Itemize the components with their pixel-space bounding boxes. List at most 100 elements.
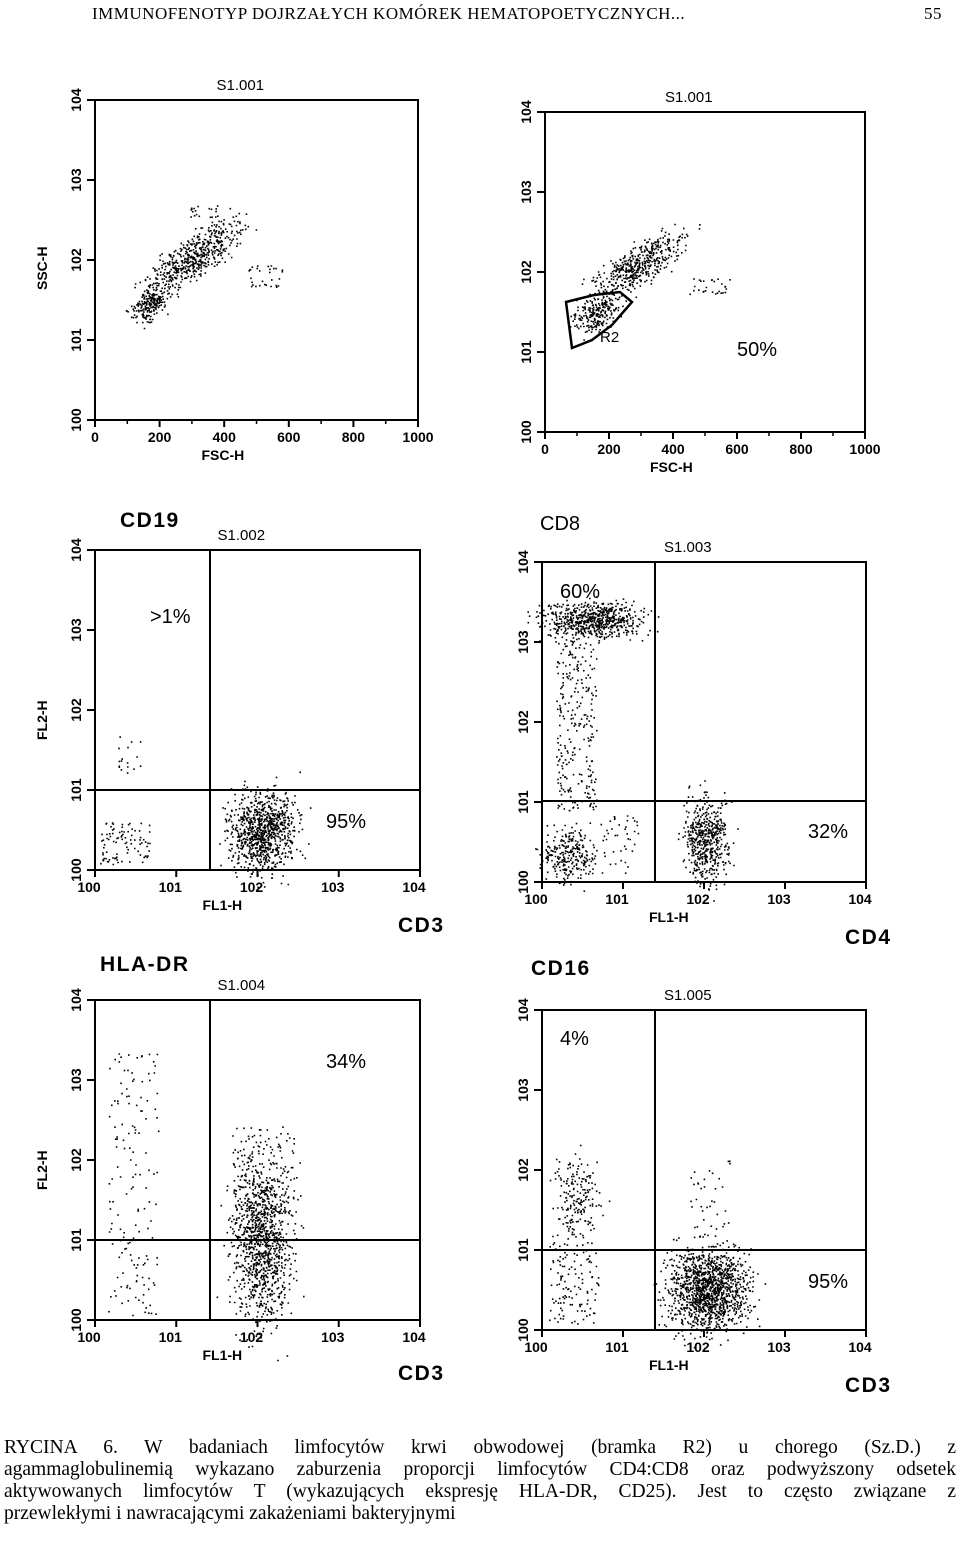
- x-tick-label: 100: [77, 879, 101, 895]
- x-tick-label: 1000: [849, 441, 880, 457]
- caption-line: przewlekłymi i nawracającymi zakażeniami…: [4, 1503, 456, 1524]
- x-tick-label: 101: [159, 1329, 183, 1345]
- cell-cluster: [134, 207, 258, 304]
- x-axis-label: FL1-H: [649, 1357, 689, 1373]
- cell-cluster: [576, 223, 701, 314]
- panel-p6: 100 101 102 103 104 100 101 102 103 104 FL1-H S1.00…: [515, 957, 890, 1397]
- r2-gate: [564, 290, 634, 350]
- cell-cluster: [216, 1133, 305, 1362]
- y-tick-label: 100: [68, 858, 84, 882]
- cell-cluster: [125, 276, 173, 330]
- y-tick-label: 102: [68, 1148, 84, 1172]
- x-tick-label: 800: [342, 429, 366, 445]
- x-tick-label: 400: [213, 429, 237, 445]
- plot-frame: [94, 549, 421, 871]
- sample-id: S1.005: [664, 987, 712, 1004]
- y-tick-label: 100: [68, 408, 84, 432]
- percent-upper-left: >1%: [150, 606, 191, 628]
- cell-scatter: [549, 1242, 600, 1325]
- caption-line: agammaglobulinemią wykazano zaburzenia p…: [4, 1459, 956, 1480]
- marker-label-x: CD4: [845, 926, 892, 949]
- marker-label-y: CD8: [540, 513, 580, 535]
- y-tick-label: 101: [68, 778, 84, 802]
- sample-id: S1.004: [218, 977, 266, 994]
- cell-scatter: [100, 822, 151, 866]
- cell-cluster: [569, 286, 629, 341]
- y-tick-label: 102: [68, 248, 84, 272]
- running-header: IMMUNOFENOTYP DOJRZAŁYCH KOMÓREK HEMATOP…: [92, 4, 942, 26]
- y-tick-label: 101: [518, 340, 534, 364]
- figure-caption: RYCINA 6. W badaniach limfocytów krwi ob…: [4, 1437, 956, 1525]
- x-tick-label: 104: [848, 891, 872, 907]
- cell-cluster: [527, 596, 660, 645]
- x-axis-label: FL1-H: [649, 909, 689, 925]
- cell-scatter: [190, 205, 219, 218]
- x-tick-label: 103: [321, 1329, 345, 1345]
- y-tick-label: 102: [515, 710, 531, 734]
- caption-line: aktywowanych limfocytów T (wykazujących …: [4, 1481, 956, 1502]
- y-tick-label: 100: [515, 870, 531, 894]
- marker-label-x: CD3: [398, 1362, 445, 1385]
- x-tick-label: 102: [686, 891, 710, 907]
- percent-upper-left: 60%: [560, 581, 600, 603]
- cell-scatter: [600, 815, 640, 874]
- y-tick-label: 101: [68, 328, 84, 352]
- x-tick-label: 101: [159, 879, 183, 895]
- plot-frame: [544, 111, 866, 433]
- y-tick-label: 104: [68, 988, 84, 1012]
- x-tick-label: 0: [91, 429, 99, 445]
- x-tick-label: 104: [848, 1339, 872, 1355]
- plot-frame: [94, 999, 421, 1321]
- panel-p1: 100 101 102 103 104 0 200 400 600 800 1000 FSC-H SSC…: [34, 77, 434, 463]
- sample-id: S1.001: [665, 89, 713, 106]
- sample-id: S1.002: [218, 527, 266, 544]
- cell-cluster: [677, 780, 739, 904]
- x-tick-label: 104: [402, 879, 426, 895]
- x-tick-label: 0: [541, 441, 549, 457]
- y-tick-label: 100: [515, 1318, 531, 1342]
- running-title: IMMUNOFENOTYP DOJRZAŁYCH KOMÓREK HEMATOP…: [92, 4, 686, 23]
- percent-lower-right: 95%: [808, 1271, 848, 1293]
- cell-scatter: [690, 1160, 731, 1239]
- marker-label-y: HLA-DR: [100, 953, 189, 976]
- y-tick-label: 100: [518, 420, 534, 444]
- x-axis-label: FSC-H: [202, 447, 245, 463]
- x-tick-label: 102: [240, 879, 264, 895]
- y-tick-label: 103: [515, 630, 531, 654]
- percent-lower-right: 32%: [808, 821, 848, 843]
- y-axis-label: FL2-H: [34, 700, 50, 740]
- x-axis-label: FL1-H: [203, 897, 243, 913]
- sample-id: S1.001: [217, 77, 265, 94]
- sample-id: S1.003: [664, 539, 712, 556]
- panel-p4: 100 101 102 103 104 100 101 102 103 104 FL1-H S1.00…: [515, 513, 892, 949]
- marker-label-y: CD16: [531, 957, 591, 980]
- y-tick-label: 102: [68, 698, 84, 722]
- y-tick-label: 103: [515, 1078, 531, 1102]
- x-tick-label: 103: [767, 1339, 791, 1355]
- caption-line: RYCINA 6. W badaniach limfocytów krwi ob…: [4, 1437, 956, 1458]
- page-number: 55: [924, 4, 942, 23]
- cell-cluster: [219, 771, 312, 889]
- cell-scatter: [108, 1053, 160, 1317]
- cell-scatter: [118, 736, 142, 774]
- y-axis-label: FL2-H: [34, 1150, 50, 1190]
- x-tick-label: 102: [240, 1329, 264, 1345]
- x-tick-label: 104: [402, 1329, 426, 1345]
- cell-scatter: [689, 278, 731, 296]
- marker-label-x: CD3: [398, 914, 445, 937]
- y-tick-label: 103: [68, 618, 84, 642]
- percent-upper-right: 34%: [326, 1051, 366, 1073]
- x-tick-label: 600: [725, 441, 749, 457]
- y-tick-label: 104: [68, 538, 84, 562]
- x-tick-label: 103: [321, 879, 345, 895]
- x-axis-label: FSC-H: [650, 459, 693, 475]
- y-tick-label: 102: [515, 1158, 531, 1182]
- panel-p2: 100 101 102 103 104 0 200 400 600 800 1000 FSC-H S1.…: [518, 89, 881, 475]
- x-tick-label: 100: [524, 1339, 548, 1355]
- x-tick-label: 100: [77, 1329, 101, 1345]
- x-tick-label: 1000: [402, 429, 433, 445]
- y-tick-label: 100: [68, 1308, 84, 1332]
- marker-label-y: CD19: [120, 509, 180, 532]
- x-tick-label: 103: [767, 891, 791, 907]
